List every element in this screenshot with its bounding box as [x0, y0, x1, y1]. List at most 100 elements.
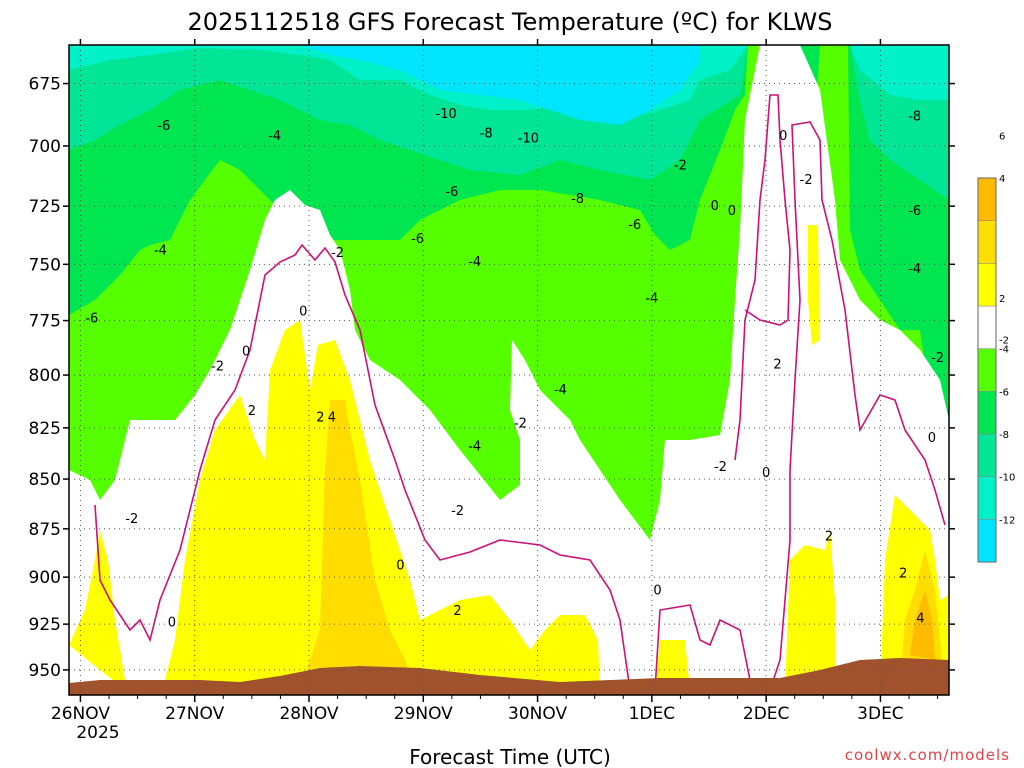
contour-label: -6: [908, 204, 921, 219]
colorbar-tick-label: -12: [999, 515, 1015, 526]
contour-label: -4: [645, 291, 658, 306]
contour-label: -2: [451, 504, 464, 519]
x-axis-label: Forecast Time (UTC): [409, 745, 611, 768]
contour-label: -4: [468, 255, 481, 270]
y-tick-label: 950: [29, 661, 61, 681]
contour-label: 2: [453, 604, 461, 619]
contour-label: -10: [518, 132, 539, 147]
y-tick-label: 900: [29, 568, 61, 588]
contour-label: 2: [248, 404, 256, 419]
contour-label: -2: [714, 460, 727, 475]
contour-label: -6: [445, 185, 458, 200]
credit-text: coolwx.com/models: [845, 746, 1010, 764]
contour-label: -2: [514, 417, 527, 432]
contour-label: 0: [242, 344, 250, 359]
contour-label: -8: [571, 192, 584, 207]
freezing-contour-line: [94, 121, 946, 692]
band-4-to-6: [300, 400, 945, 690]
contour-label: -2: [125, 512, 138, 527]
contour-label: -4: [268, 129, 281, 144]
ground-terrain: [69, 658, 949, 695]
plot-area: [69, 45, 949, 695]
colorbar-frame: [977, 177, 997, 563]
contour-labels: -6-4-10-8 -10-2-6-4-6-6 -8-6-4-2-40 00-2-8-…: [85, 107, 944, 630]
contour-label: -6: [157, 119, 170, 134]
colorbar-cell: [977, 433, 997, 477]
colorbar-tick-label: -4: [999, 345, 1009, 356]
x-axis: 26NOV 27NOV 28NOV 29NOV 30NOV 1DEC 2DEC 3DEC: [51, 39, 939, 724]
contour-label: 0: [779, 129, 787, 144]
contour-label: 2: [825, 530, 833, 545]
x-tick-label: 29NOV: [394, 704, 453, 724]
contour-label: 0: [653, 583, 661, 598]
y-tick-label: 825: [29, 419, 61, 439]
y-tick-label: 850: [29, 470, 61, 490]
contour-label: -8: [908, 109, 921, 124]
chart-title: 2025112518 GFS Forecast Temperature (ºC)…: [188, 8, 833, 36]
colorbar-cell: [977, 519, 997, 563]
y-tick-label: 700: [29, 137, 61, 157]
contour-label: 0: [762, 466, 770, 481]
x-tick-label: 28NOV: [279, 704, 338, 724]
contour-label: -8: [480, 127, 493, 142]
contour-label: 2: [316, 410, 324, 425]
colorbar-cell: [977, 476, 997, 520]
contour-label: -4: [154, 244, 167, 259]
contour-label: -6: [628, 218, 641, 233]
colorbar-cell: [977, 220, 997, 264]
colorbar-cell: [977, 305, 997, 349]
contour-label: -10: [436, 107, 457, 122]
colorbar-tick-label: -10: [999, 473, 1015, 484]
x-tick-label: 3DEC: [857, 704, 904, 724]
contour-label: 2: [899, 566, 907, 581]
contour-label: -4: [554, 383, 567, 398]
grid-lines: [69, 45, 949, 695]
x-tick-label: 2DEC: [743, 704, 790, 724]
y-tick-label: 875: [29, 520, 61, 540]
colorbar: -12 -10 -8 -6 -4-2 2 4 6: [977, 131, 1015, 563]
colorbar-cell: [977, 348, 997, 392]
contour-label: -2: [211, 359, 224, 374]
band-above-6: [910, 590, 935, 660]
contour-label: -2: [800, 173, 813, 188]
colorbar-tick-label: 2: [999, 294, 1005, 305]
y-tick-label: 775: [29, 312, 61, 332]
contour-label: 2: [773, 357, 781, 372]
band-2-to-4: [69, 225, 949, 690]
x-tick-label: 1DEC: [629, 704, 676, 724]
x-axis-year-label: 2025: [76, 723, 119, 743]
colorbar-cell: [977, 177, 997, 221]
y-axis: 675 700 725 750 775 800 825 850 875 900 925 950: [29, 75, 955, 681]
colorbar-tick-label: 4: [999, 174, 1005, 185]
colorbar-tick-label: -8: [999, 430, 1009, 441]
colorbar-cell: [977, 391, 997, 435]
colorbar-cell: [977, 263, 997, 307]
x-tick-label: 26NOV: [51, 704, 110, 724]
contour-label: 0: [168, 615, 176, 630]
band-minus-6-to-minus-4: [69, 45, 949, 420]
y-tick-label: 750: [29, 255, 61, 275]
y-tick-label: 925: [29, 615, 61, 635]
contour-label: -6: [411, 232, 424, 247]
x-tick-label: 27NOV: [165, 704, 224, 724]
contour-label: -6: [85, 311, 98, 326]
band-minus-12-to-minus-10: [69, 45, 700, 125]
contour-label: -2: [674, 158, 687, 173]
contour-label: 0: [711, 199, 719, 214]
contour-label: -2: [331, 246, 344, 261]
x-tick-label: 30NOV: [508, 704, 567, 724]
contour-label: 4: [916, 612, 924, 627]
colorbar-tick-label: -6: [999, 387, 1009, 398]
colorbar-tick-label: -2: [999, 335, 1009, 346]
contour-label: 4: [328, 410, 336, 425]
contour-label: -4: [908, 262, 921, 277]
colorbar-tick-label: 6: [999, 131, 1005, 142]
freezing-contour-line-2: [734, 94, 791, 461]
y-tick-label: 800: [29, 366, 61, 386]
contour-label: -4: [468, 439, 481, 454]
contour-label: 0: [396, 559, 404, 574]
contour-label: 0: [928, 431, 936, 446]
contour-label: 0: [728, 204, 736, 219]
y-tick-label: 675: [29, 75, 61, 95]
